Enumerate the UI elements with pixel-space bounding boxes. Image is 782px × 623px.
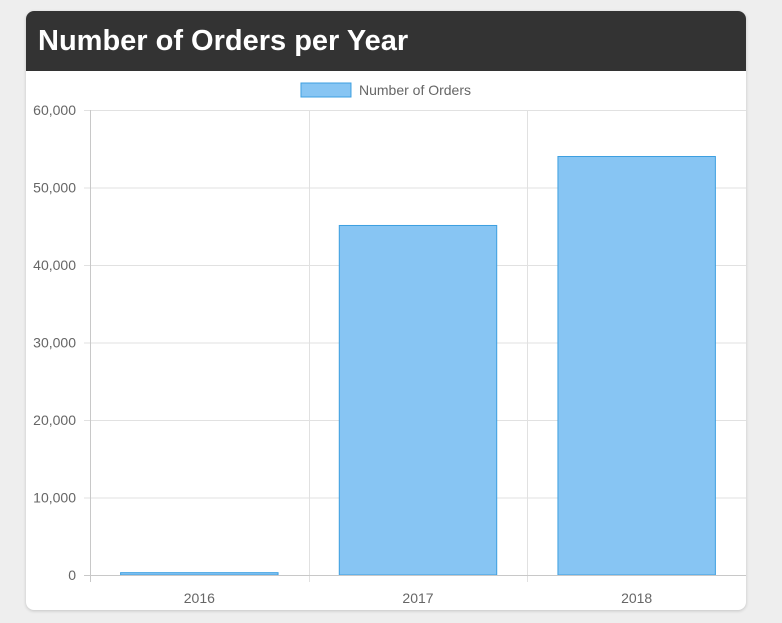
bar-series <box>120 156 716 576</box>
y-axis-ticks: 0 10,000 20,000 30,000 40,000 50,000 60,000 <box>33 102 76 583</box>
card-header: Number of Orders per Year <box>26 11 746 71</box>
legend-label: Number of Orders <box>359 82 471 98</box>
y-tick-label: 60,000 <box>33 102 76 118</box>
bar-2016[interactable] <box>120 572 279 576</box>
x-tick-label: 2016 <box>184 590 215 606</box>
bar-2018[interactable] <box>557 156 716 576</box>
chart-area: 0 10,000 20,000 30,000 40,000 50,000 60,000 20… <box>26 71 746 610</box>
y-tick-label: 30,000 <box>33 335 76 351</box>
y-tick-label: 20,000 <box>33 412 76 428</box>
chart-title: Number of Orders per Year <box>38 24 409 57</box>
x-tick-label: 2017 <box>402 590 433 606</box>
x-axis-ticks: 2016 2017 2018 <box>184 590 653 606</box>
y-tick-label: 50,000 <box>33 180 76 196</box>
y-tick-label: 40,000 <box>33 257 76 273</box>
legend-swatch[interactable] <box>300 82 352 98</box>
x-tick-label: 2018 <box>621 590 652 606</box>
legend[interactable]: Number of Orders <box>300 82 471 98</box>
chart-card: Number of Orders per Year 0 10,000 20,000 3… <box>26 11 746 610</box>
y-tick-label: 10,000 <box>33 490 76 506</box>
bar-chart: 0 10,000 20,000 30,000 40,000 50,000 60,000 20… <box>33 82 746 606</box>
y-tick-label: 0 <box>68 567 76 583</box>
bar-2017[interactable] <box>338 224 498 576</box>
